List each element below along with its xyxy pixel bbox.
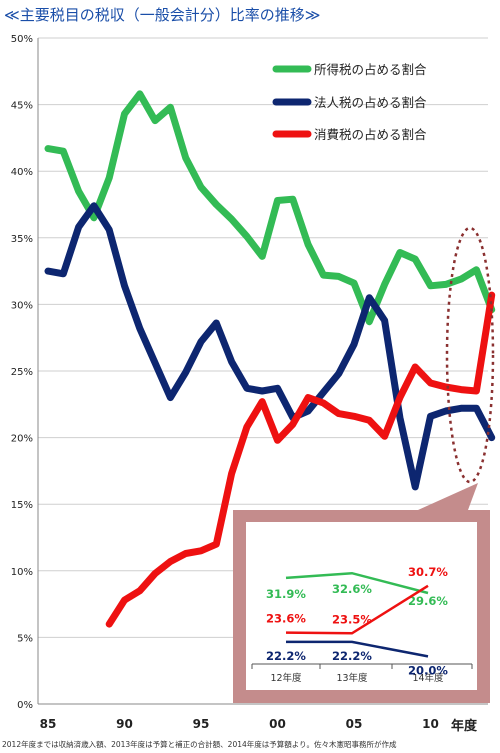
series-line-1 bbox=[44, 90, 496, 326]
y-tick-label: 0% bbox=[17, 700, 33, 711]
inset-data-label: 31.9% bbox=[266, 587, 306, 601]
inset-category-label: 14年度 bbox=[412, 672, 444, 684]
legend-label: 所得税の占める割合 bbox=[314, 62, 427, 77]
y-tick-label: 5% bbox=[17, 633, 33, 644]
inset-callout: 12年度 13年度 14年度 31.9% 32.6% 29.6% 23.6% 23.5% 30.… bbox=[233, 483, 490, 703]
series-lines bbox=[44, 90, 496, 628]
inset-category-label: 13年度 bbox=[336, 672, 368, 684]
legend-label: 法人税の占める割合 bbox=[314, 95, 427, 110]
x-tick-label: 00 bbox=[269, 717, 286, 731]
x-axis-label: 年度 bbox=[451, 718, 478, 734]
inset-line-1 bbox=[285, 571, 429, 595]
inset-data-label: 23.6% bbox=[266, 612, 306, 626]
y-tick-label: 25% bbox=[11, 367, 33, 378]
y-tick-label: 45% bbox=[11, 101, 33, 112]
x-tick-labels: 85 90 95 00 05 10 bbox=[40, 717, 439, 731]
inset-line-3 bbox=[286, 640, 429, 658]
x-tick-label: 10 bbox=[422, 717, 439, 731]
x-tick-label: 85 bbox=[40, 717, 57, 731]
inset-panel bbox=[246, 522, 477, 690]
x-tick-label: 90 bbox=[116, 717, 133, 731]
page-title: ≪主要税目の税収（一般会計分）比率の推移≫ bbox=[4, 6, 321, 24]
inset-data-label: 29.6% bbox=[408, 594, 448, 608]
highlight-ellipse bbox=[445, 226, 495, 484]
inset-data-label: 23.5% bbox=[332, 612, 372, 626]
legend-label: 消費税の占める割合 bbox=[314, 127, 427, 142]
inset-data-label: 32.6% bbox=[332, 582, 372, 596]
inset-data-label: 22.2% bbox=[266, 649, 306, 663]
inset-data-label: 30.7% bbox=[408, 565, 448, 579]
series-line-3 bbox=[105, 291, 496, 628]
y-tick-label: 10% bbox=[11, 567, 33, 578]
inset-category-label: 12年度 bbox=[270, 672, 302, 684]
inset-data-label: 22.2% bbox=[332, 649, 372, 663]
y-tick-label: 40% bbox=[11, 167, 33, 178]
series-line-2 bbox=[44, 202, 496, 491]
inset-data-label: 20.0% bbox=[408, 663, 448, 677]
y-tick-labels: 0% 5% 10% 15% 20% 25% 30% 35% 40% 45% 50% bbox=[11, 34, 33, 711]
footnote: 2012年度までは収納済歳入額、2013年度は予算と補正の合計額、2014年度は… bbox=[2, 740, 397, 749]
axes bbox=[37, 38, 488, 705]
x-tick-label: 05 bbox=[346, 717, 363, 731]
inset-line-2 bbox=[285, 584, 429, 635]
y-tick-label: 50% bbox=[11, 34, 33, 45]
y-tick-label: 15% bbox=[11, 500, 33, 511]
callout-pointer bbox=[418, 483, 478, 510]
y-tick-label: 30% bbox=[11, 300, 33, 311]
x-tick-label: 95 bbox=[193, 717, 210, 731]
y-tick-label: 35% bbox=[11, 234, 33, 245]
y-tick-label: 20% bbox=[11, 434, 33, 445]
